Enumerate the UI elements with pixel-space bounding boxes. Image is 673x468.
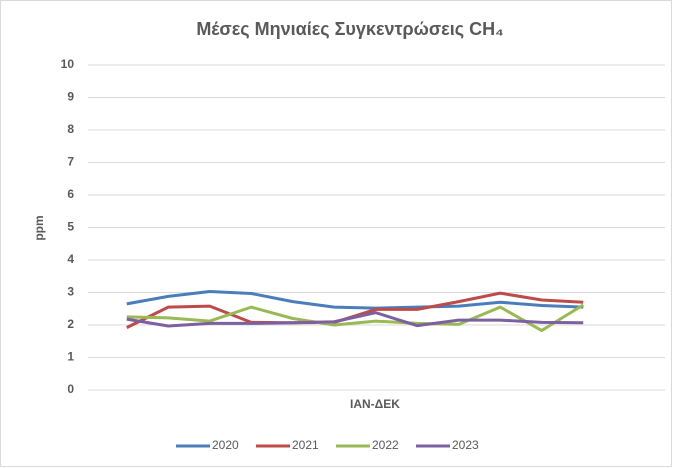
chart-title: Μέσες Μηνιαίες Συγκεντρώσεις CH₄ [196,19,503,39]
y-tick-label: 0 [67,382,74,396]
legend-label: 2021 [292,438,319,452]
x-axis-label: ΙΑΝ-ΔΕΚ [350,397,400,411]
legend-label: 2022 [372,438,399,452]
series-line [126,290,584,310]
legend-label: 2023 [452,438,479,452]
y-tick-label: 8 [67,122,74,136]
series-line [126,311,584,328]
y-tick-label: 2 [67,317,74,331]
y-tick-label: 10 [61,57,75,71]
legend-label: 2020 [212,438,239,452]
y-tick-label: 5 [67,220,74,234]
y-axis-label: ppm [32,215,46,240]
series-line [126,303,585,333]
y-tick-label: 7 [67,155,74,169]
y-tick-label: 9 [67,90,74,104]
y-tick-label: 1 [67,350,74,364]
y-tick-label: 3 [67,285,74,299]
y-tick-label: 6 [67,187,74,201]
y-tick-label: 4 [67,252,74,266]
